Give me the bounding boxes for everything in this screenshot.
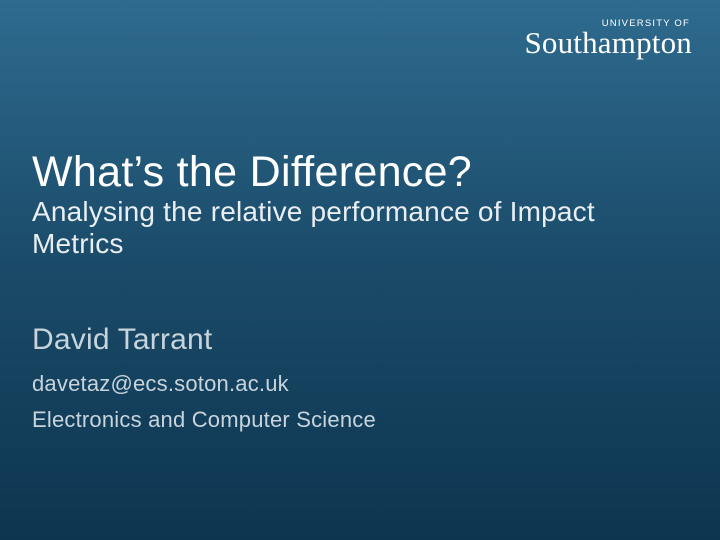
slide: UNIVERSITY OF Southampton What’s the Dif…	[0, 0, 720, 540]
university-logo: UNIVERSITY OF Southampton	[524, 18, 692, 61]
logo-large-text: Southampton	[524, 25, 692, 61]
author-email: davetaz@ecs.soton.ac.uk	[32, 371, 680, 397]
slide-title: What’s the Difference?	[32, 150, 680, 195]
author-department: Electronics and Computer Science	[32, 407, 680, 433]
author-name: David Tarrant	[32, 323, 680, 357]
slide-subtitle: Analysing the relative performance of Im…	[32, 196, 680, 260]
content-area: What’s the Difference? Analysing the rel…	[32, 150, 680, 433]
